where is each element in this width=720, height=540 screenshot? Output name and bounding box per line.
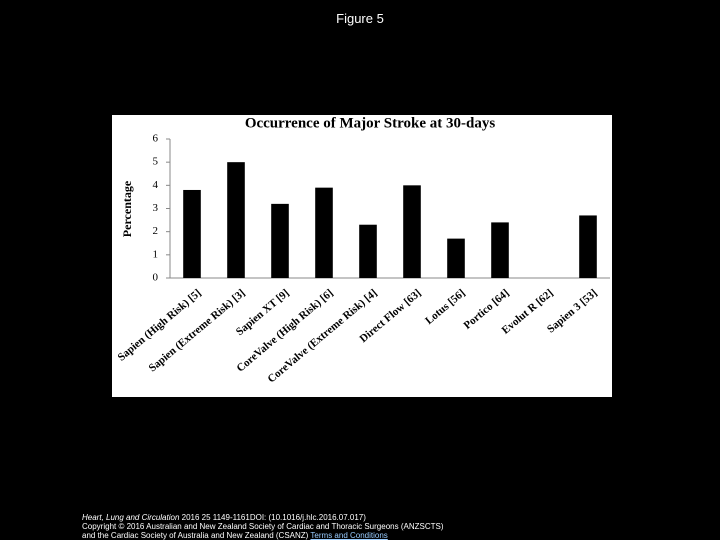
y-tick-label: 6 [153,133,159,145]
bar [359,224,377,278]
bar [227,162,245,278]
y-tick-label: 0 [153,272,159,284]
bar [271,203,289,278]
figure-label: Figure 5 [336,11,384,26]
y-tick-label: 3 [153,202,159,214]
journal: Heart, Lung and Circulation [82,513,180,522]
y-tick-label: 5 [153,156,159,168]
bar [403,185,421,278]
bar [447,238,465,278]
bar [183,189,201,278]
copyright: Copyright © 2016 Australian and New Zeal… [82,522,444,531]
y-tick-label: 1 [153,248,159,260]
copyright-2: and the Cardiac Society of Australia and… [82,531,388,540]
terms-link[interactable]: Terms and Conditions [310,531,388,540]
bar [315,187,333,278]
chart-title: Occurrence of Major Stroke at 30-days [245,115,496,131]
y-tick-label: 4 [153,179,159,191]
bar [491,222,509,278]
y-tick-label: 2 [153,225,159,237]
copyright-text: and the Cardiac Society of Australia and… [82,531,311,540]
y-axis-label: Percentage [120,180,134,237]
citation-text: 2016 25 1149-1161DOI: (10.1016/j.hlc.201… [179,513,366,522]
bar [579,215,597,278]
citation: Heart, Lung and Circulation 2016 25 1149… [82,513,366,522]
